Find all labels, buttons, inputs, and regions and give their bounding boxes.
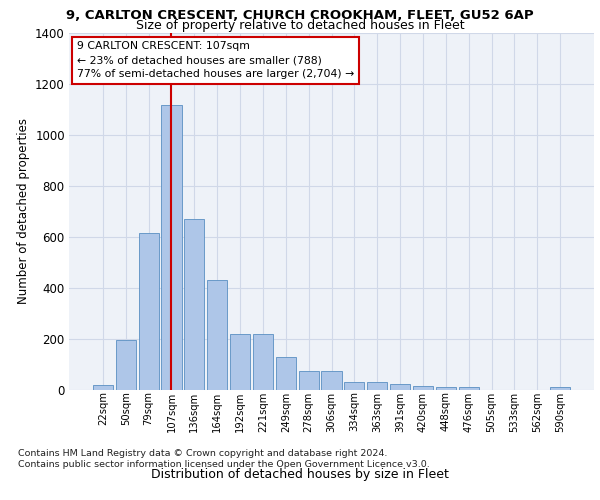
Bar [436,388,456,390]
Bar [93,385,113,390]
Bar [458,388,479,390]
Bar [413,386,433,390]
Bar [253,334,273,390]
Bar [276,357,296,390]
Bar [390,384,410,390]
Bar [344,382,364,390]
Bar [299,372,319,390]
Bar [116,340,136,390]
Bar [322,372,341,390]
Y-axis label: Number of detached properties: Number of detached properties [17,118,29,304]
Text: Distribution of detached houses by size in Fleet: Distribution of detached houses by size … [151,468,449,481]
Text: Contains HM Land Registry data © Crown copyright and database right 2024.: Contains HM Land Registry data © Crown c… [18,448,388,458]
Text: 9, CARLTON CRESCENT, CHURCH CROOKHAM, FLEET, GU52 6AP: 9, CARLTON CRESCENT, CHURCH CROOKHAM, FL… [66,9,534,22]
Bar [550,386,570,390]
Bar [139,233,158,390]
Bar [184,219,205,390]
Bar [367,382,387,390]
Bar [207,280,227,390]
Text: 9 CARLTON CRESCENT: 107sqm
← 23% of detached houses are smaller (788)
77% of sem: 9 CARLTON CRESCENT: 107sqm ← 23% of deta… [77,42,354,80]
Text: Contains public sector information licensed under the Open Government Licence v3: Contains public sector information licen… [18,460,430,469]
Text: Size of property relative to detached houses in Fleet: Size of property relative to detached ho… [136,19,464,32]
Bar [230,334,250,390]
Bar [161,106,182,390]
